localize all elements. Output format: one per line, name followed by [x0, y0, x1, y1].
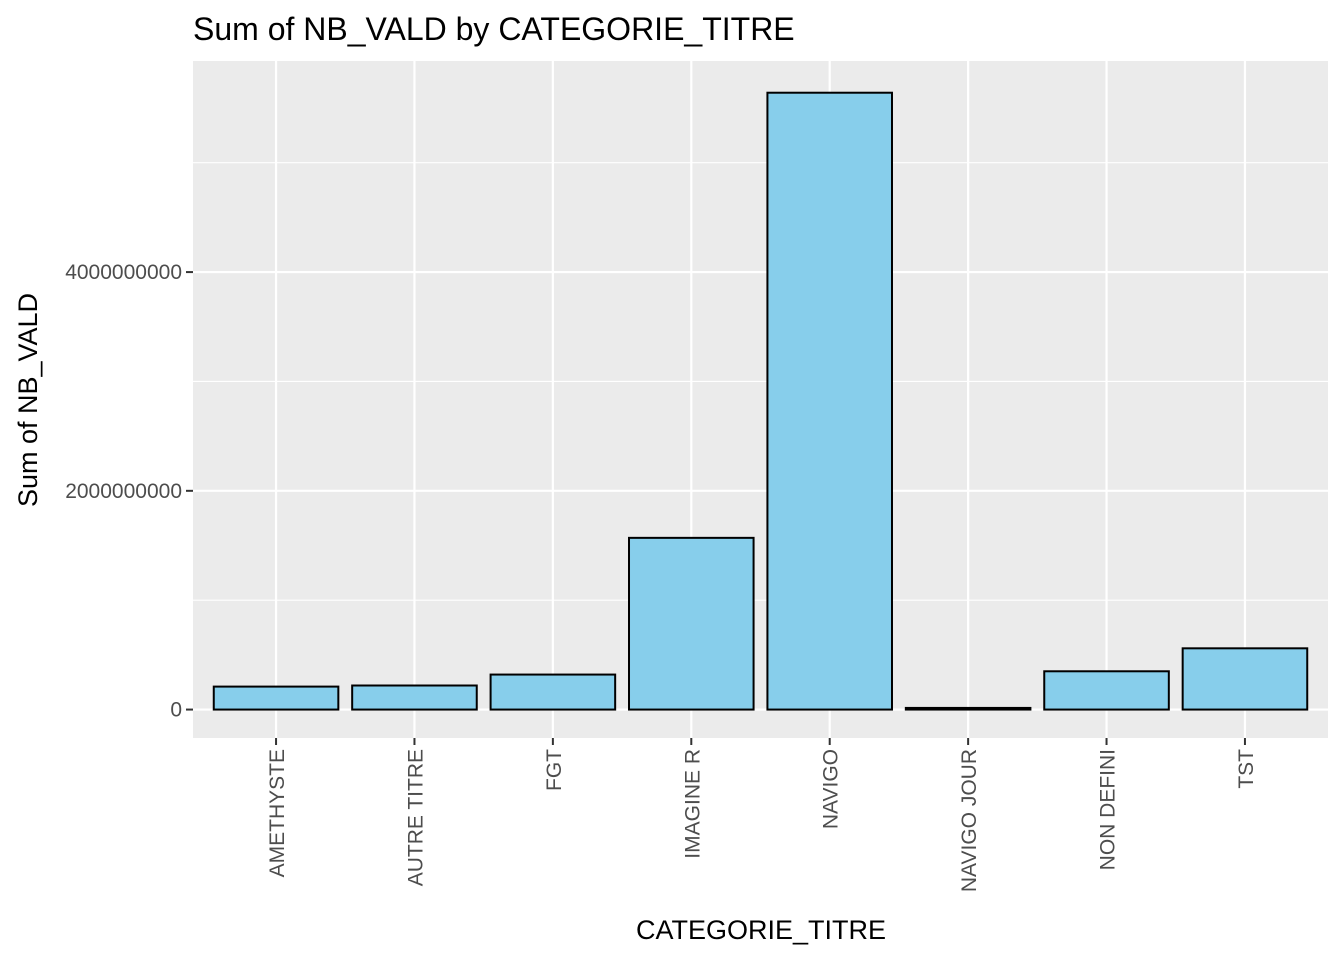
x-axis: AMETHYSTE AUTRE TITRE FGT IMAGINE R NAVIGO NA…: [266, 738, 1258, 892]
x-tick-label: AMETHYSTE: [266, 749, 289, 877]
x-tick-label: AUTRE TITRE: [404, 749, 427, 886]
bar: [766, 91, 893, 711]
bar: [351, 684, 478, 711]
y-tick-label: 4000000000: [65, 261, 182, 284]
bars: [212, 91, 1309, 711]
bar: [628, 536, 755, 711]
bar: [1043, 670, 1170, 711]
plot-panel: [193, 61, 1328, 738]
x-tick-label: IMAGINE R: [681, 749, 704, 859]
bar: [489, 673, 617, 711]
x-axis-title: CATEGORIE_TITRE: [636, 915, 886, 945]
x-tick-label: NON DEFINI: [1097, 749, 1120, 870]
bar: [904, 706, 1032, 711]
x-tick-label: NAVIGO: [820, 749, 843, 829]
y-axis-title: Sum of NB_VALD: [13, 293, 43, 507]
minor-gridlines: [193, 162, 1328, 601]
y-tick-label: 2000000000: [65, 480, 182, 503]
y-axis: 0 2000000000 4000000000: [65, 261, 193, 722]
bar: [212, 685, 340, 711]
x-tick-label: FGT: [543, 749, 566, 791]
y-tick-label: 0: [170, 699, 182, 722]
chart-title: Sum of NB_VALD by CATEGORIE_TITRE: [193, 11, 795, 47]
x-tick-label: TST: [1235, 749, 1258, 789]
x-tick-label: NAVIGO JOUR: [958, 749, 981, 892]
bar: [1181, 647, 1309, 711]
